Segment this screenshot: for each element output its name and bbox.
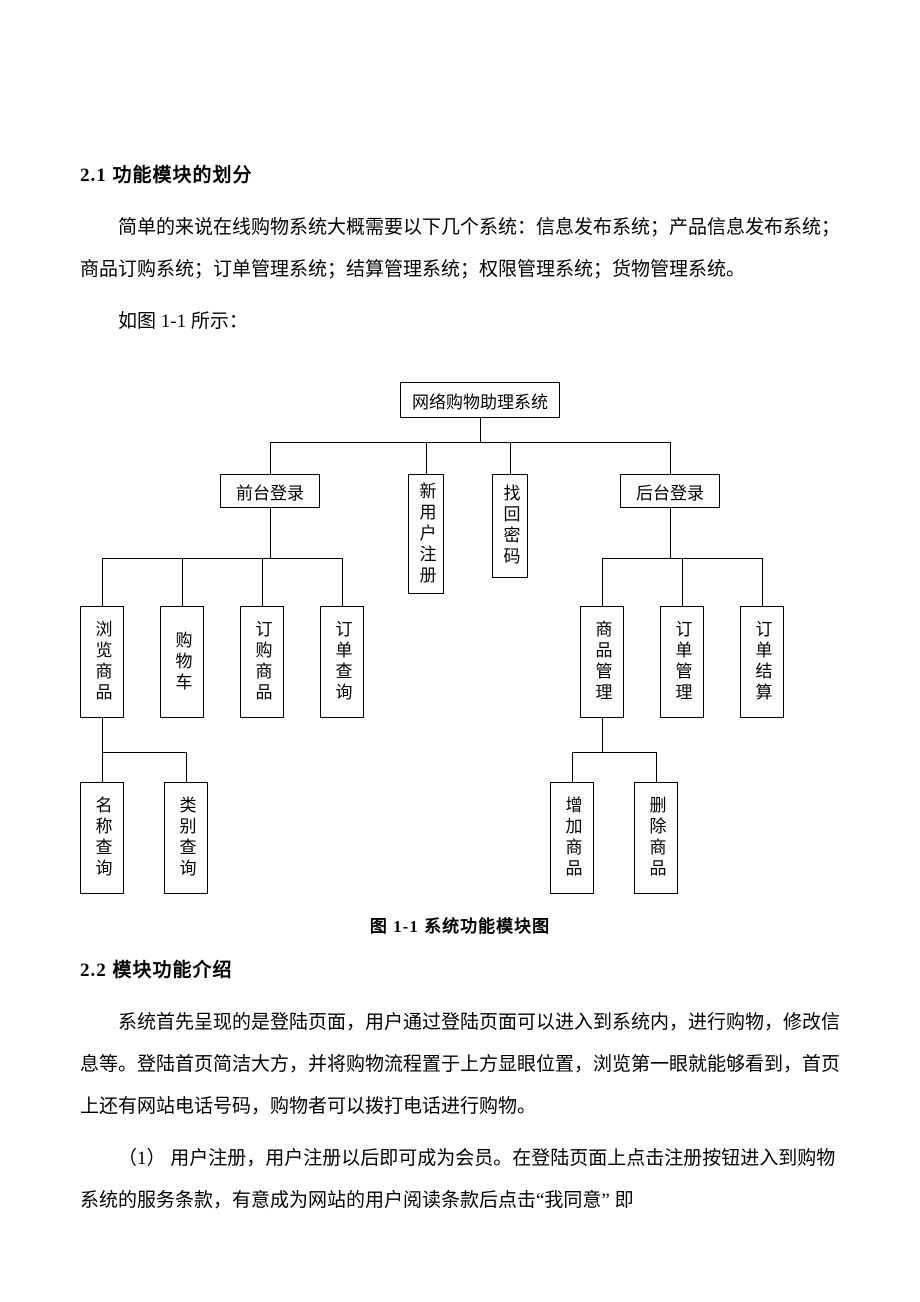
section-2-2-p2: （1） 用户注册，用户注册以后即可成为会员。在登陆页面上点击注册按钮进入到购物系… [80,1138,840,1222]
figure-1-1-caption: 图 1-1 系统功能模块图 [80,912,840,937]
diagram-edge [572,752,656,753]
diagram-edge [656,752,657,782]
section-2-2-p1: 系统首先呈现的是登陆页面，用户通过登陆页面可以进入到系统内，进行购物，修改信息等… [80,1002,840,1127]
diagram-edge [682,558,683,606]
diagram-edge [270,508,271,558]
module-tree-diagram: 网络购物助理系统前台登录 新用户注册 找回密码 后台登录浏览商品购物车订购商品订单查询… [80,382,840,902]
diagram-edge [602,718,603,752]
diagram-node-order: 订购商品 [240,606,284,718]
diagram-node-addp: 增加商品 [550,782,594,894]
diagram-edge [102,752,186,753]
diagram-edge [762,558,763,606]
diagram-edge [480,418,481,442]
diagram-edge [102,558,103,606]
diagram-edge [102,558,342,559]
diagram-node-newuser: 新用户注册 [408,474,444,594]
diagram-edge [572,752,573,782]
diagram-node-cart: 购物车 [160,606,204,718]
diagram-edge [602,558,603,606]
diagram-edge [670,508,671,558]
diagram-edge [182,558,183,606]
section-2-1-heading: 2.1 功能模块的划分 [80,160,840,187]
diagram-edge [262,558,263,606]
diagram-edge [670,442,671,474]
section-2-1-p2: 如图 1-1 所示： [80,301,840,343]
diagram-node-query: 订单查询 [320,606,364,718]
diagram-node-root: 网络购物助理系统 [400,382,560,418]
diagram-edge [102,718,103,752]
diagram-node-pmgmt: 商品管理 [580,606,624,718]
diagram-node-omgmt: 订单管理 [660,606,704,718]
diagram-node-browse: 浏览商品 [80,606,124,718]
diagram-node-byname: 名称查询 [80,782,124,894]
diagram-node-front: 前台登录 [220,474,320,508]
diagram-edge [270,442,670,443]
diagram-node-settle: 订单结算 [740,606,784,718]
section-2-1-p1: 简单的来说在线购物系统大概需要以下几个系统：信息发布系统；产品信息发布系统；商品… [80,207,840,291]
diagram-edge [186,752,187,782]
diagram-edge [426,442,427,474]
diagram-edge [342,558,343,606]
diagram-edge [510,442,511,474]
diagram-node-findpw: 找回密码 [492,474,528,578]
diagram-node-bycat: 类别查询 [164,782,208,894]
diagram-node-delp: 删除商品 [634,782,678,894]
section-2-2-heading: 2.2 模块功能介绍 [80,955,840,982]
diagram-edge [270,442,271,474]
diagram-node-back: 后台登录 [620,474,720,508]
diagram-edge [102,752,103,782]
